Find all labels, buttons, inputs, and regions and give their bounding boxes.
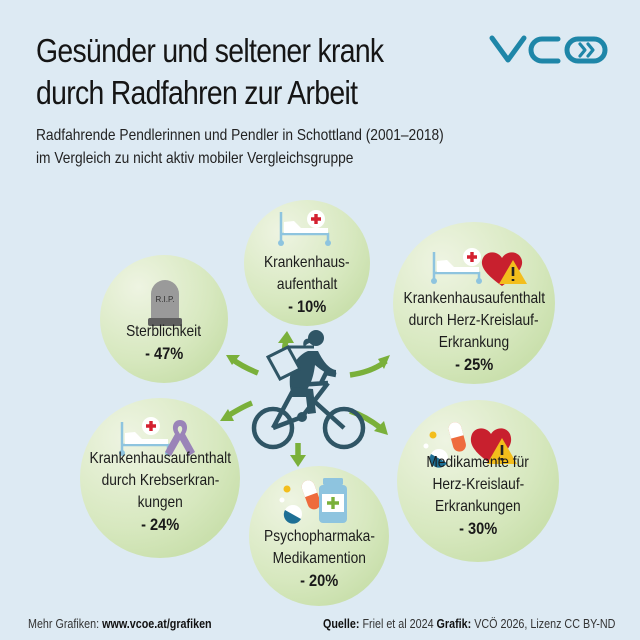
title-line-2: durch Radfahren zur Arbeit bbox=[36, 74, 358, 111]
subtitle: Radfahrende Pendlerinnen und Pendler in … bbox=[36, 124, 569, 170]
graphic-value: VCÖ 2026, Lizenz CC BY-ND bbox=[474, 617, 616, 631]
page-title: Gesünder und seltener krank durch Radfah… bbox=[36, 30, 483, 114]
circle-cardio-meds: Medikamente für Herz-Kreislauf- Erkranku… bbox=[397, 400, 559, 562]
label-line-3: Erkrankungen bbox=[435, 498, 521, 515]
value: - 10% bbox=[287, 297, 327, 316]
value: - 20% bbox=[299, 571, 339, 590]
cyclist-with-arrows bbox=[220, 330, 390, 467]
more-label: Mehr Grafiken: bbox=[28, 617, 100, 631]
label-line-2: durch Herz-Kreislauf- bbox=[409, 312, 539, 329]
label-line-2: aufenthalt bbox=[276, 276, 338, 293]
vcoe-logo-icon bbox=[489, 35, 608, 64]
more-link[interactable]: www.vcoe.at/grafiken bbox=[102, 617, 212, 631]
pills-bottle-icon bbox=[279, 478, 347, 524]
title-line-1: Gesünder und seltener krank bbox=[36, 32, 384, 69]
label-line-1: Krankenhausaufenthalt bbox=[403, 290, 545, 307]
footer-more-graphics: Mehr Grafiken: www.vcoe.at/grafiken bbox=[28, 617, 212, 631]
circle-psych-meds: Psychopharmaka- Medikamention - 20% bbox=[249, 466, 389, 606]
circle-mortality: R.I.P. Sterblichkeit - 47% bbox=[100, 255, 228, 383]
label-line-1: Psychopharmaka- bbox=[263, 528, 375, 545]
circle-cancer-hospital: Krankenhausaufenthalt durch Krebserkran-… bbox=[80, 398, 240, 558]
rip-text: R.I.P. bbox=[156, 295, 175, 304]
value: - 25% bbox=[454, 355, 494, 374]
circle-hospital-stay: Krankenhaus- aufenthalt - 10% bbox=[244, 200, 370, 326]
value: - 30% bbox=[458, 519, 498, 538]
value: - 24% bbox=[140, 515, 180, 534]
circle-cardio-hospital: Krankenhausaufenthalt durch Herz-Kreisla… bbox=[393, 222, 555, 384]
value: - 47% bbox=[144, 344, 184, 363]
bag-icon bbox=[265, 345, 314, 381]
label-line-1: Medikamente für bbox=[426, 454, 530, 471]
graphic-label: Grafik: bbox=[436, 617, 472, 631]
arrow-upper-left-icon bbox=[230, 356, 260, 376]
source-value: Friel et al 2024 bbox=[362, 617, 434, 631]
hospital-bed-icon bbox=[278, 210, 331, 246]
pills-heart-warning-icon bbox=[423, 422, 517, 468]
label-line-1: Sterblichkeit bbox=[126, 323, 202, 340]
label-line-2: Herz-Kreislauf- bbox=[432, 476, 524, 493]
label-line-3: kungen bbox=[137, 494, 183, 511]
label-line-2: Medikamention bbox=[272, 550, 366, 567]
label-line-1: Krankenhaus- bbox=[264, 254, 350, 271]
label-line-3: Erkrankung bbox=[438, 334, 510, 351]
label-line-1: Krankenhausaufenthalt bbox=[89, 450, 231, 467]
subtitle-line-2: im Vergleich zu nicht aktiv mobiler Verg… bbox=[36, 150, 354, 167]
subtitle-line-1: Radfahrende Pendlerinnen und Pendler in … bbox=[36, 127, 444, 144]
hospital-bed-ribbon-icon bbox=[119, 417, 195, 456]
source-label: Quelle: bbox=[323, 617, 360, 631]
footer-source: Quelle: Friel et al 2024 Grafik: VCÖ 202… bbox=[323, 617, 615, 631]
hospital-bed-heart-warning-icon bbox=[431, 248, 527, 286]
label-line-2: durch Krebserkran- bbox=[101, 472, 219, 489]
gravestone-icon: R.I.P. bbox=[148, 280, 182, 326]
